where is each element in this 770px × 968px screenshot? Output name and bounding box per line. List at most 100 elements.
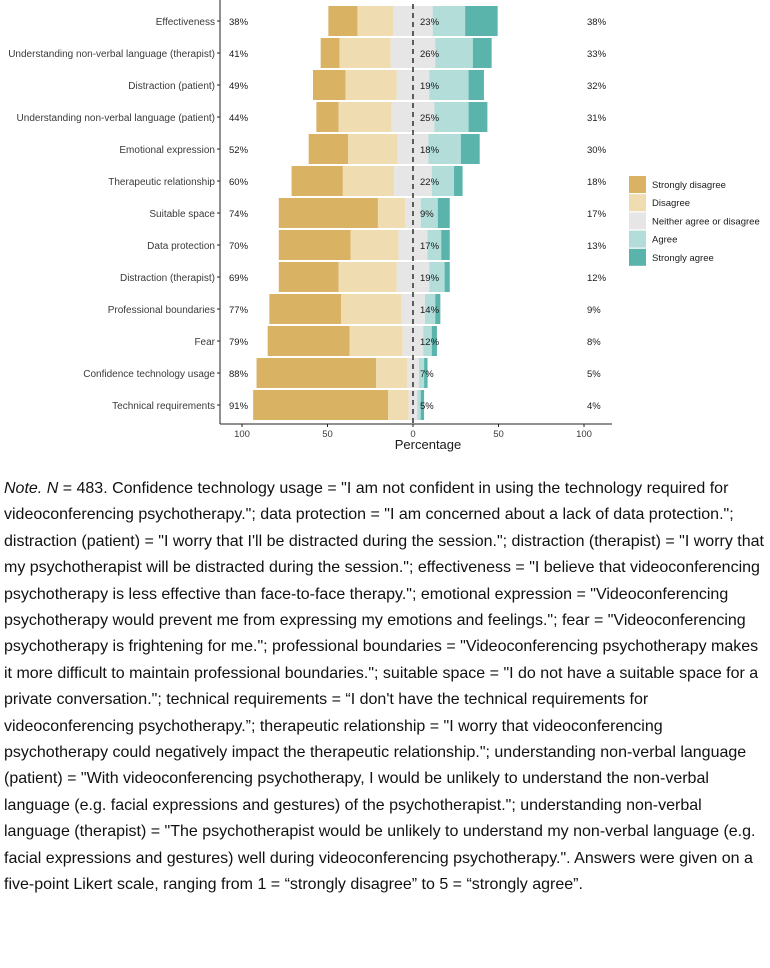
bar-segment-5	[454, 166, 463, 196]
bar-segment-1	[253, 390, 389, 420]
category-label: Technical requirements	[112, 401, 215, 412]
center-percent-label: 19%	[420, 81, 440, 92]
category-label: Therapeutic relationship	[108, 177, 215, 188]
bar-segment-1	[269, 294, 342, 324]
center-percent-label: 12%	[420, 337, 440, 348]
legend-swatch	[629, 248, 646, 266]
bar-segment-2	[357, 6, 394, 36]
category-label: Data protection	[147, 241, 215, 252]
bar-segment-4	[420, 198, 438, 228]
right-percent-label: 30%	[587, 145, 607, 156]
bar-segment-5	[465, 6, 498, 36]
bar-segment-4	[424, 294, 436, 324]
bar-segment-2	[377, 198, 406, 228]
bar-segment-2	[388, 390, 409, 420]
left-percent-label: 88%	[229, 369, 249, 380]
bar-segment-4	[418, 358, 425, 388]
bar-segment-4	[431, 166, 455, 196]
right-percent-label: 33%	[587, 49, 607, 60]
category-label: Suitable space	[149, 209, 215, 220]
bar-segment-4	[429, 262, 445, 292]
center-percent-label: 22%	[420, 177, 440, 188]
bar-segment-1	[278, 262, 339, 292]
bar-segment-2	[338, 102, 392, 132]
bar-segment-3	[401, 294, 425, 324]
center-percent-label: 7%	[420, 369, 434, 380]
bar-segment-5	[468, 70, 484, 100]
bar-segment-2	[350, 230, 399, 260]
bar-segment-5	[420, 390, 425, 420]
right-percent-label: 9%	[587, 305, 601, 316]
bar-segment-5	[468, 102, 488, 132]
bar-segment-4	[434, 102, 469, 132]
right-percent-label: 8%	[587, 337, 601, 348]
legend-swatch	[629, 212, 646, 230]
bar-segment-5	[444, 262, 450, 292]
legend-label: Agree	[652, 235, 677, 246]
x-tick-label: 50	[322, 429, 333, 440]
legend: Strongly disagree Disagree Neither agree o…	[629, 176, 760, 266]
right-percent-label: 18%	[587, 177, 607, 188]
left-percent-label: 38%	[229, 17, 249, 28]
label-layer: Effectiveness 38% 23% 38% Understanding non-…	[8, 17, 606, 412]
bar-segment-1	[308, 134, 349, 164]
bar-segment-2	[349, 326, 403, 356]
bar-segment-2	[345, 70, 397, 100]
bar-segment-4	[423, 326, 432, 356]
bar-segment-4	[432, 6, 466, 36]
category-label: Understanding non-verbal language (thera…	[8, 49, 215, 60]
left-percent-label: 79%	[229, 337, 249, 348]
center-percent-label: 19%	[420, 273, 440, 284]
bar-segment-1	[312, 70, 346, 100]
right-percent-label: 4%	[587, 401, 601, 412]
right-percent-label: 38%	[587, 17, 607, 28]
bar-segment-2	[376, 358, 408, 388]
x-tick-label: 100	[576, 429, 592, 440]
left-percent-label: 49%	[229, 81, 249, 92]
left-percent-label: 41%	[229, 49, 249, 60]
right-percent-label: 13%	[587, 241, 607, 252]
bar-segment-5	[460, 134, 480, 164]
legend-swatch	[629, 194, 646, 212]
left-percent-label: 74%	[229, 209, 249, 220]
left-percent-label: 77%	[229, 305, 249, 316]
likert-chart: Effectiveness 38% 23% 38% Understanding non-…	[8, 0, 760, 452]
center-percent-label: 17%	[420, 241, 440, 252]
bar-segment-1	[316, 102, 339, 132]
bar-segment-1	[278, 230, 351, 260]
left-percent-label: 60%	[229, 177, 249, 188]
bar-segment-1	[328, 6, 358, 36]
left-percent-label: 70%	[229, 241, 249, 252]
center-percent-label: 14%	[420, 305, 440, 316]
bar-segment-2	[348, 134, 398, 164]
x-tick-label: 100	[234, 429, 250, 440]
bar-segment-4	[417, 390, 421, 420]
bar-segment-5	[437, 198, 450, 228]
legend-label: Strongly disagree	[652, 180, 726, 191]
category-label: Effectiveness	[156, 17, 215, 28]
center-percent-label: 25%	[420, 113, 440, 124]
note-body: = 483. Confidence technology usage = "I …	[4, 480, 764, 894]
legend-label: Disagree	[652, 198, 690, 209]
left-percent-label: 91%	[229, 401, 249, 412]
bar-segment-5	[424, 358, 428, 388]
legend-label: Strongly agree	[652, 253, 714, 264]
legend-swatch	[629, 176, 646, 193]
bar-segment-4	[435, 38, 473, 68]
bar-segment-2	[339, 38, 391, 68]
bar-segment-4	[428, 134, 461, 164]
bar-segment-2	[342, 166, 395, 196]
center-percent-label: 5%	[420, 401, 434, 412]
bar-segment-2	[341, 294, 402, 324]
bar-segment-1	[278, 198, 378, 228]
bar-segment-4	[429, 70, 469, 100]
right-percent-label: 5%	[587, 369, 601, 380]
category-label: Fear	[194, 337, 215, 348]
x-tick-label: 50	[493, 429, 504, 440]
bar-segment-5	[441, 230, 450, 260]
left-percent-label: 44%	[229, 113, 249, 124]
x-tick-label: 0	[410, 429, 415, 440]
center-percent-label: 23%	[420, 17, 440, 28]
category-label: Emotional expression	[119, 145, 215, 156]
legend-swatch	[629, 230, 646, 248]
